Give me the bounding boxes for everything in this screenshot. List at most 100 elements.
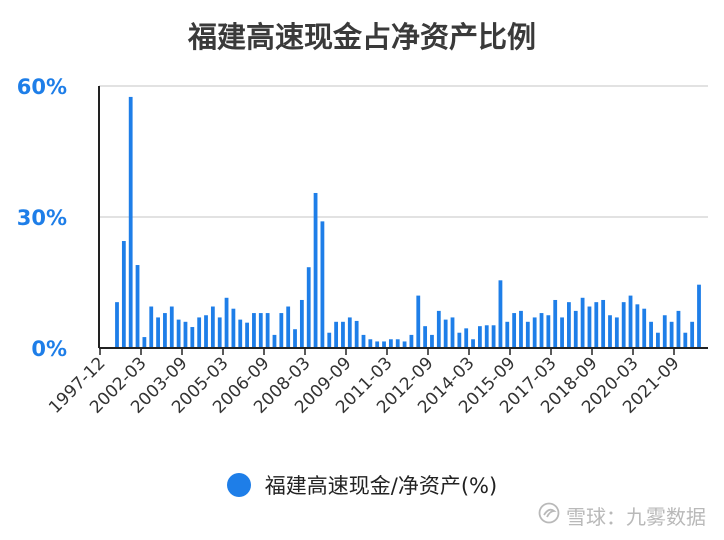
y-tick-label: 60% [17, 75, 67, 99]
bar[interactable] [457, 332, 462, 348]
bar[interactable] [368, 339, 373, 348]
bar[interactable] [176, 319, 181, 348]
bar[interactable] [690, 321, 695, 348]
bar[interactable] [594, 302, 599, 348]
bar[interactable] [149, 306, 154, 348]
bar[interactable] [347, 317, 352, 348]
bar[interactable] [197, 317, 202, 348]
bar[interactable] [402, 341, 407, 348]
bar[interactable] [361, 334, 366, 348]
bar[interactable] [505, 321, 510, 348]
bar[interactable] [471, 339, 475, 348]
bar[interactable] [539, 313, 544, 348]
bar[interactable] [669, 321, 674, 348]
y-tick-label: 30% [17, 206, 67, 230]
x-tick-labels: 1997-122002-032003-092005-032006-092008-… [45, 348, 684, 418]
watermark-text: 雪球：九雾数据 [566, 505, 706, 529]
bar[interactable] [272, 334, 277, 348]
bar[interactable] [423, 326, 428, 348]
bar[interactable] [498, 280, 503, 348]
bar[interactable] [306, 267, 311, 348]
bar[interactable] [697, 284, 701, 348]
bar[interactable] [484, 325, 489, 348]
legend-marker-icon [226, 473, 251, 497]
bar[interactable] [464, 328, 469, 348]
bar[interactable] [580, 297, 585, 348]
bar[interactable] [395, 339, 400, 348]
bar[interactable] [354, 320, 359, 348]
bar[interactable] [409, 334, 414, 348]
bar[interactable] [313, 192, 318, 348]
bar[interactable] [128, 96, 133, 348]
bar[interactable] [519, 310, 523, 348]
bar[interactable] [416, 295, 421, 348]
y-tick-label: 0% [31, 337, 67, 361]
bar[interactable] [190, 327, 195, 348]
bar[interactable] [628, 295, 633, 348]
bar[interactable] [142, 337, 147, 348]
xueqiu-logo-icon [538, 502, 560, 529]
bar[interactable] [245, 322, 249, 348]
bar[interactable] [327, 332, 332, 348]
bar[interactable] [662, 315, 667, 348]
bar[interactable] [573, 310, 578, 348]
bar[interactable] [231, 308, 236, 348]
bar[interactable] [293, 329, 297, 348]
bar[interactable] [683, 332, 688, 348]
bar[interactable] [265, 313, 270, 348]
bar[interactable] [115, 302, 119, 348]
bar[interactable] [649, 321, 653, 348]
gridlines [99, 85, 708, 218]
bar[interactable] [341, 321, 345, 348]
bar[interactable] [163, 313, 167, 348]
bar[interactable] [299, 299, 304, 348]
bar[interactable] [635, 304, 640, 348]
chart-title: 福建高速现金占净资产比例 [187, 20, 536, 54]
bar[interactable] [121, 241, 126, 348]
bar[interactable] [252, 313, 256, 348]
bar[interactable] [238, 319, 243, 348]
bar[interactable] [546, 315, 551, 348]
bar[interactable] [450, 317, 455, 348]
bar[interactable] [491, 325, 496, 348]
bar[interactable] [443, 319, 448, 348]
bar[interactable] [224, 297, 229, 348]
bar[interactable] [382, 341, 386, 348]
bar[interactable] [601, 299, 606, 348]
bar[interactable] [614, 317, 619, 348]
bar[interactable] [560, 317, 564, 348]
watermark: 雪球：九雾数据 [538, 501, 706, 530]
y-tick-labels: 0% 30% 60% [17, 75, 67, 361]
bar[interactable] [676, 310, 681, 348]
bar[interactable] [608, 315, 612, 348]
bar[interactable] [621, 302, 626, 348]
bar[interactable] [642, 308, 647, 348]
bar[interactable] [279, 313, 284, 348]
bar[interactable] [430, 334, 434, 348]
bar[interactable] [553, 299, 558, 348]
bar[interactable] [477, 326, 482, 348]
bar[interactable] [334, 321, 339, 348]
bar[interactable] [210, 306, 215, 348]
bar[interactable] [587, 306, 592, 348]
bar[interactable] [169, 306, 174, 348]
bar[interactable] [656, 332, 660, 348]
bar[interactable] [532, 317, 537, 348]
bar[interactable] [512, 313, 517, 348]
bar[interactable] [375, 341, 380, 348]
bar[interactable] [286, 306, 291, 348]
bar[interactable] [217, 317, 222, 348]
legend[interactable]: 福建高速现金/净资产(%) [0, 470, 724, 500]
bar[interactable] [258, 313, 263, 348]
legend-label: 福建高速现金/净资产(%) [264, 474, 498, 498]
bar[interactable] [567, 302, 571, 348]
bar[interactable] [183, 321, 188, 348]
bar[interactable] [436, 310, 441, 348]
bar[interactable] [135, 265, 140, 348]
bar[interactable] [204, 315, 208, 348]
bar[interactable] [525, 321, 530, 348]
bar[interactable] [156, 317, 160, 348]
bar[interactable] [320, 221, 325, 348]
bar[interactable] [388, 339, 393, 348]
